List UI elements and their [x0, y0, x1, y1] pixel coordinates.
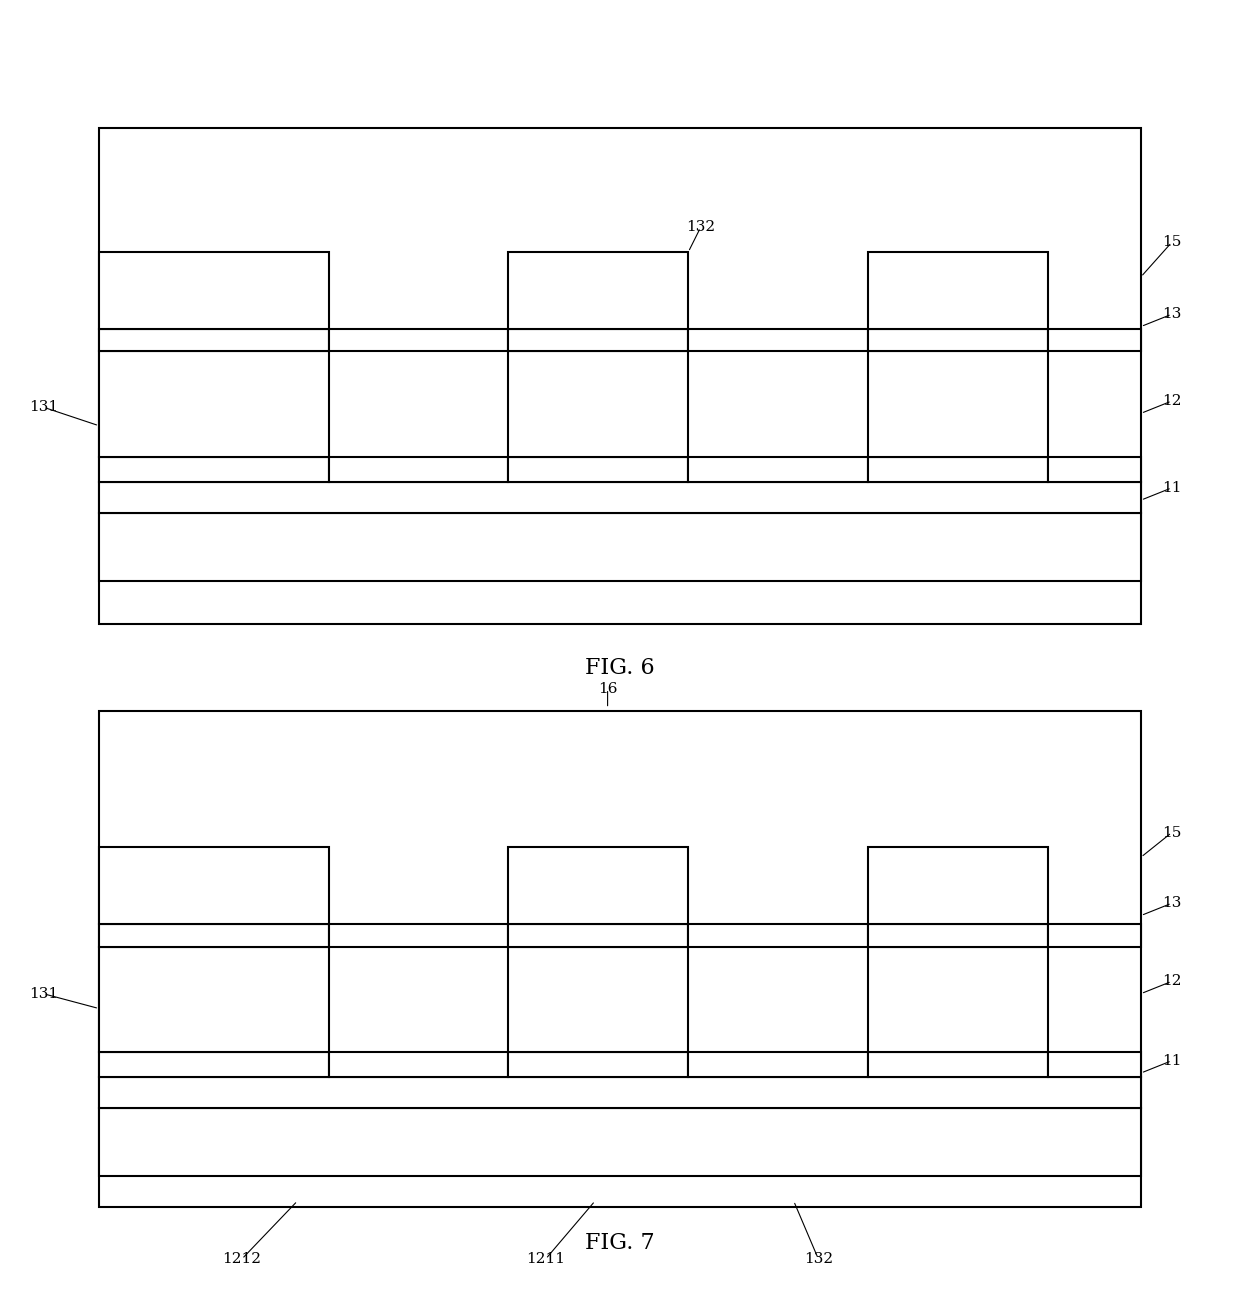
- Bar: [99, 129, 1141, 624]
- Bar: [1048, 1051, 1141, 1077]
- Bar: [688, 1051, 868, 1077]
- Bar: [99, 330, 329, 352]
- Text: 15: 15: [1162, 235, 1182, 249]
- Bar: [99, 513, 1141, 580]
- Bar: [508, 848, 688, 924]
- Bar: [868, 848, 1048, 924]
- Bar: [508, 330, 688, 352]
- Bar: [329, 457, 508, 482]
- Text: 11: 11: [1162, 480, 1182, 495]
- Bar: [329, 1051, 508, 1077]
- Bar: [1048, 330, 1141, 352]
- Bar: [508, 252, 688, 330]
- Text: 131: 131: [29, 986, 58, 1001]
- Text: 13: 13: [1162, 308, 1182, 321]
- Text: 11: 11: [1162, 1054, 1182, 1068]
- Text: FIG. 7: FIG. 7: [585, 1232, 655, 1254]
- Text: 131: 131: [29, 400, 58, 414]
- Bar: [868, 924, 1048, 946]
- Bar: [99, 1077, 1141, 1107]
- Bar: [868, 352, 1048, 457]
- Bar: [868, 330, 1048, 352]
- Bar: [329, 330, 508, 352]
- Text: 12: 12: [1162, 975, 1182, 988]
- Bar: [868, 946, 1048, 1051]
- Bar: [508, 924, 688, 946]
- Bar: [99, 252, 329, 330]
- Bar: [99, 1051, 329, 1077]
- Bar: [688, 924, 868, 946]
- Bar: [508, 352, 688, 457]
- Text: 15: 15: [1162, 826, 1182, 840]
- Text: 12: 12: [1162, 395, 1182, 408]
- Bar: [99, 946, 329, 1051]
- Bar: [99, 848, 329, 924]
- Text: 132: 132: [804, 1253, 833, 1266]
- Text: 13: 13: [1162, 896, 1182, 910]
- Bar: [508, 1051, 688, 1077]
- Text: 16: 16: [598, 681, 618, 696]
- Text: 1211: 1211: [526, 1253, 565, 1266]
- Bar: [688, 457, 868, 482]
- Bar: [99, 352, 329, 457]
- Bar: [1048, 924, 1141, 946]
- Bar: [99, 924, 329, 946]
- Text: 132: 132: [686, 221, 715, 235]
- Bar: [688, 330, 868, 352]
- Bar: [329, 924, 508, 946]
- Bar: [99, 457, 329, 482]
- Bar: [508, 946, 688, 1051]
- Bar: [1048, 457, 1141, 482]
- Bar: [99, 482, 1141, 513]
- Text: 1212: 1212: [222, 1253, 262, 1266]
- Text: FIG. 6: FIG. 6: [585, 657, 655, 679]
- Bar: [99, 711, 1141, 1207]
- Bar: [868, 1051, 1048, 1077]
- Bar: [508, 457, 688, 482]
- Bar: [868, 457, 1048, 482]
- Bar: [868, 252, 1048, 330]
- Bar: [99, 1107, 1141, 1176]
